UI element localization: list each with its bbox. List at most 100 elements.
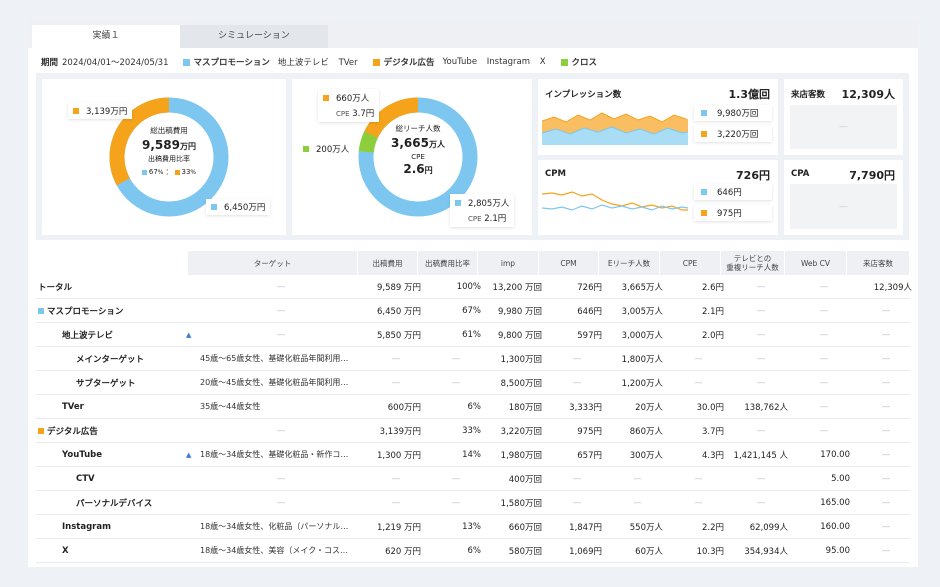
table-cell: 20万人 <box>635 402 663 413</box>
tab-simulation[interactable]: シミュレーション <box>180 25 328 48</box>
spend-center-unit: 万円 <box>179 142 196 151</box>
reach-cpe-value: 2.6 <box>403 162 425 176</box>
collapse-arrow-icon[interactable]: ▲ <box>186 330 192 339</box>
row-name-cell: YouTube ▲ <box>62 443 194 466</box>
table-cell: 1,421,145 人 <box>733 450 788 461</box>
table-cell: 45歳〜65歳女性、基礎化粧品年間利用… <box>200 354 349 363</box>
table-cell: 860万人 <box>629 426 663 437</box>
mass-item-tver: TVer <box>338 58 358 68</box>
spend-mass-value: 6,450万円 <box>224 203 266 213</box>
table-row[interactable]: パーソナルデバイス — — — 1,580万回 — — — — 165.00 — <box>36 491 909 515</box>
table-cell: — <box>391 473 401 484</box>
table-cell: 726円 <box>577 282 602 293</box>
table-cell: 2.0円 <box>701 330 724 341</box>
header-imp: imp <box>478 251 539 275</box>
table-cell: 5,850 万円 <box>376 330 421 341</box>
table-row[interactable]: 地上波テレビ ▲ — 5,850 万円 61% 9,800 万回 597円 3,000万人 2.… <box>36 323 909 347</box>
table-cell: 13% <box>462 521 481 532</box>
table-row[interactable]: メインターゲット 45歳〜65歳女性、基礎化粧品年間利用… — — 1,300万回 — 1,… <box>36 347 909 371</box>
period-value: 2024/04/01〜2024/05/31 <box>62 58 169 68</box>
cpm-digital-legend: 975円 <box>694 205 772 221</box>
table-cell: — <box>572 377 582 388</box>
header-cpm: CPM <box>539 251 599 275</box>
mass-color-icon <box>38 307 44 314</box>
table-cell: 3,665万人 <box>621 282 663 293</box>
table-row[interactable]: YouTube ▲ 18歳〜34歳女性、基礎化粧品・新作コ… 1,300 万円 14% 1… <box>36 443 909 467</box>
table-cell: — <box>451 473 461 484</box>
visits-card: 来店客数 12,309人 — <box>784 79 903 155</box>
table-cell: 180万回 <box>508 402 542 413</box>
table-cell: 5.00 <box>831 473 850 484</box>
header-tv-overlap: テレビとの 重複リーチ人数 <box>721 251 785 275</box>
digital-filter: デジタル広告 YouTube Instagram X <box>372 56 553 68</box>
table-cell: 62,099人 <box>749 522 788 533</box>
table-cell: 165.00 <box>820 497 850 508</box>
table-cell: 3,005万人 <box>621 306 663 317</box>
table-cell: — <box>881 329 891 340</box>
digital-color-icon <box>323 95 329 101</box>
table-cell: 1,219 万円 <box>376 522 421 533</box>
table-row[interactable]: マスプロモーション — 6,450 万円 67% 9,980 万回 646円 3,005万人… <box>36 299 909 323</box>
table-cell: — <box>819 377 829 388</box>
header-visits: 来店客数 <box>863 258 893 268</box>
impressions-digital-value: 3,220万回 <box>717 130 759 140</box>
row-name: トータル <box>38 282 73 293</box>
table-cell: 400万回 <box>508 474 542 485</box>
table-cell: — <box>451 353 461 364</box>
table-cell: — <box>633 497 642 508</box>
collapse-arrow-icon[interactable]: ▲ <box>186 450 192 459</box>
tab-actual-1[interactable]: 実績１ <box>32 25 180 48</box>
cpm-mass-value: 646円 <box>717 188 742 198</box>
row-name: 地上波テレビ <box>62 330 114 341</box>
cpa-empty-chart: — <box>790 184 897 229</box>
table-cell: — <box>633 473 642 484</box>
table-cell: 1,980万回 <box>500 450 542 461</box>
table-row[interactable]: TVer 35歳〜44歳女性 600万円 6% 180万回 3,333円 20万人 30.0円… <box>36 395 909 419</box>
table-cell: 6% <box>467 401 482 412</box>
mass-item-tv: 地上波テレビ <box>277 58 329 68</box>
spend-digital-value: 3,139万円 <box>86 107 128 117</box>
table-row[interactable]: トータル — 9,589 万円 100% 13,200 万回 726円 3,665万人 2.6… <box>36 275 912 299</box>
table-cell: 60万人 <box>635 546 663 557</box>
table-cell: 1,847円 <box>569 522 602 533</box>
digital-color-icon <box>701 131 707 137</box>
header-target: ターゲット <box>188 251 358 275</box>
visits-empty-chart: — <box>790 105 897 149</box>
row-name-cell: メインターゲット <box>76 347 194 370</box>
table-row[interactable]: Instagram 18歳〜34歳女性、化粧品（パーソナル… 1,219 万円 13%… <box>36 515 909 539</box>
table-cell: 1,300万回 <box>500 354 542 365</box>
table-cell: 6% <box>467 545 482 556</box>
table-cell: 4.3円 <box>701 450 724 461</box>
reach-center-unit: 万人 <box>428 140 445 149</box>
table-cell: 660万回 <box>508 522 542 533</box>
kpi-dashboard: 総出稿費用 9,589万円 出稿費用比率 67% ： 33% 3,139万円 6… <box>36 73 909 240</box>
reach-mass-cpe-value: 2.1円 <box>484 214 507 224</box>
table-cell: — <box>881 521 891 532</box>
table-cell: 30.0円 <box>696 402 724 413</box>
table-cell: 1,300 万円 <box>376 450 421 461</box>
digital-color-icon <box>73 108 79 114</box>
digital-color-icon <box>701 210 707 216</box>
table-cell: — <box>694 497 703 508</box>
table-row[interactable]: サブターゲット 20歳〜45歳女性、基礎化粧品年間利用… — — 8,500万回 — 1,2… <box>36 371 909 395</box>
table-cell: — <box>572 473 582 484</box>
table-cell: 20歳〜45歳女性、基礎化粧品年間利用… <box>200 378 349 387</box>
reach-center-title: 総リーチ人数 <box>395 124 441 133</box>
table-cell: 580万回 <box>508 546 542 557</box>
table-cell: — <box>881 353 891 364</box>
table-cell: 550万人 <box>629 522 663 533</box>
table-row[interactable]: X 18歳〜34歳女性、美容（メイク・コス… 620 万円 6% 580万回 1,069円… <box>36 539 909 563</box>
row-name-cell: TVer <box>62 395 194 418</box>
table-cell: 1,200万人 <box>621 378 663 389</box>
reach-mass-value: 2,805万人 <box>468 199 510 209</box>
table-cell: — <box>881 545 891 556</box>
reach-mass-tag: 2,805万人 CPE 2.1円 <box>450 194 515 227</box>
table-row[interactable]: CTV — — — 400万回 — — — — 5.00 — <box>36 467 909 491</box>
header-cpe: CPE <box>660 251 721 275</box>
table-cell: 620 万円 <box>385 546 421 557</box>
table-cell: 100% <box>456 281 481 292</box>
table-row[interactable]: デジタル広告 — 3,139万円 33% 3,220万回 975円 860万人 3.7円 — — — <box>36 419 909 443</box>
table-cell: — <box>756 473 766 484</box>
table-cell: 300万人 <box>629 450 663 461</box>
digital-color-icon <box>372 58 380 66</box>
